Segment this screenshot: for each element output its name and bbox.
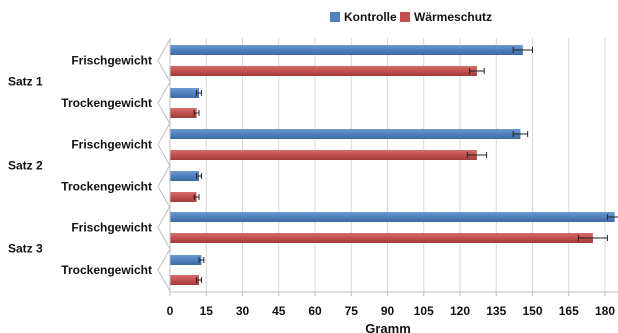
bar-kontrolle [170, 171, 199, 181]
bar-kontrolle [170, 45, 523, 55]
bar-waermeschutz [170, 233, 593, 243]
legend-swatch [330, 12, 340, 22]
x-tick-label: 60 [308, 304, 322, 318]
x-tick-label: 165 [559, 304, 579, 318]
bar-kontrolle [170, 255, 202, 265]
category-bracket [157, 81, 171, 125]
bar-waermeschutz [170, 275, 199, 285]
x-tick-label: 180 [595, 304, 615, 318]
category-bracket [157, 248, 171, 292]
x-tick-label: 135 [486, 304, 506, 318]
x-tick-label: 30 [236, 304, 250, 318]
x-axis-title: Gramm [365, 321, 411, 333]
bar-waermeschutz [170, 192, 197, 202]
bar-waermeschutz [170, 108, 197, 118]
category-bracket [157, 122, 171, 167]
category-label: Trockengewicht [61, 263, 152, 277]
bar-kontrolle [170, 212, 615, 222]
x-tick-label: 105 [414, 304, 434, 318]
x-tick-label: 0 [167, 304, 174, 318]
group-label: Satz 3 [8, 242, 43, 256]
category-bracket [157, 205, 171, 250]
category-label: Frischgewicht [71, 138, 152, 152]
bar-kontrolle [170, 129, 521, 139]
x-tick-label: 75 [345, 304, 359, 318]
x-tick-label: 120 [450, 304, 470, 318]
bar-waermeschutz [170, 150, 477, 160]
group-label: Satz 2 [8, 159, 43, 173]
x-tick-label: 90 [381, 304, 395, 318]
group-label: Satz 1 [8, 75, 43, 89]
legend-label: Kontrolle [344, 10, 397, 24]
bar-waermeschutz [170, 66, 477, 76]
category-label: Trockengewicht [61, 96, 152, 110]
legend-swatch [400, 12, 410, 22]
category-bracket [157, 38, 171, 83]
category-bracket [157, 164, 171, 209]
bar-kontrolle [170, 88, 199, 98]
category-label: Frischgewicht [71, 54, 152, 68]
category-label: Trockengewicht [61, 180, 152, 194]
category-label: Frischgewicht [71, 221, 152, 235]
x-tick-label: 45 [272, 304, 286, 318]
x-tick-label: 15 [200, 304, 214, 318]
x-tick-label: 150 [522, 304, 542, 318]
legend-label: Wärmeschutz [414, 10, 492, 24]
